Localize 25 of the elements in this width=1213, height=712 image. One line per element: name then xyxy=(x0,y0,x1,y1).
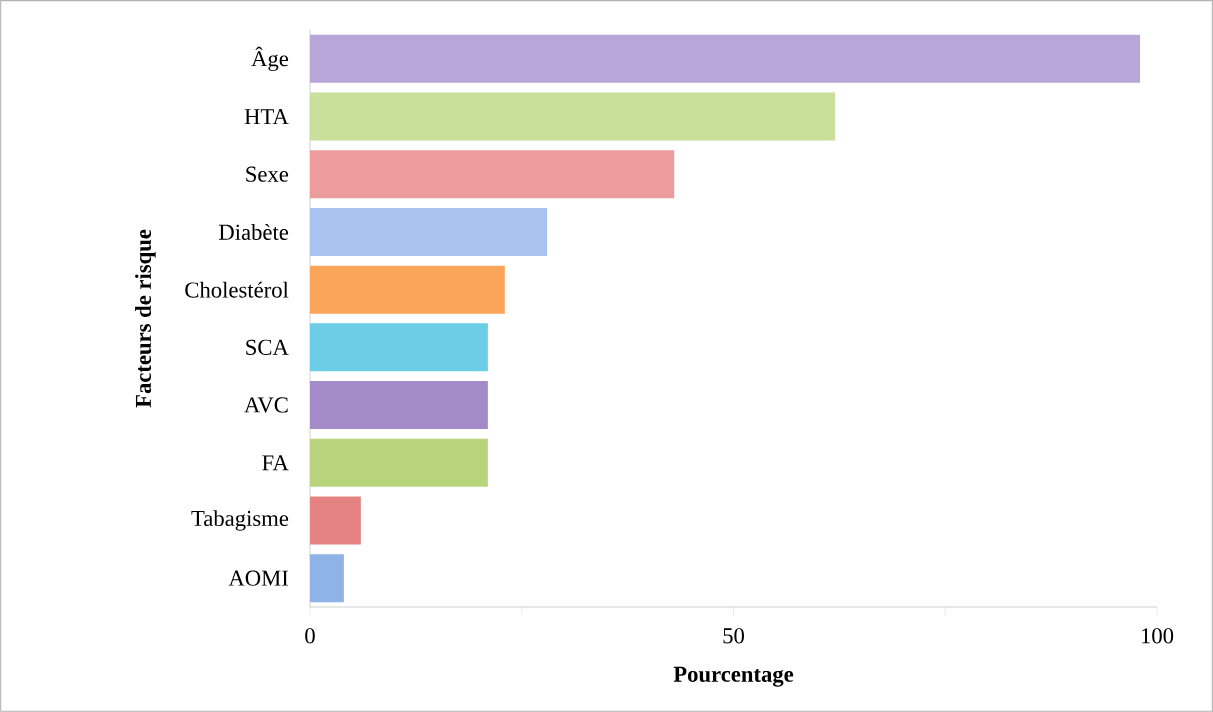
bar xyxy=(310,92,836,141)
y-tick-label: SCA xyxy=(246,339,289,355)
x-tick-label: 100 xyxy=(1141,628,1174,644)
bar xyxy=(310,34,1141,83)
y-tick-label: HTA xyxy=(244,109,289,125)
y-axis-title: Facteurs de risque xyxy=(135,229,156,408)
bar xyxy=(310,381,488,430)
y-tick-label: Tabagisme xyxy=(191,510,289,531)
x-tick-label: 0 xyxy=(305,628,315,644)
bar xyxy=(310,554,344,603)
bar xyxy=(310,496,361,545)
bar xyxy=(310,207,548,256)
y-tick-label: AOMI xyxy=(228,570,289,586)
y-tick-label: Diabète xyxy=(219,223,289,240)
y-tick-label: AVC xyxy=(244,397,288,413)
y-tick-label: Cholestérol xyxy=(185,281,289,298)
x-tick-label: 50 xyxy=(723,628,744,644)
y-tick-label: Sexe xyxy=(246,166,289,182)
x-axis-title: Pourcentage xyxy=(673,666,794,687)
y-tick-label: Âge xyxy=(251,46,289,72)
y-tick-label: FA xyxy=(262,455,289,471)
bar xyxy=(310,150,675,199)
bar xyxy=(310,265,505,314)
bar xyxy=(310,438,488,487)
bar xyxy=(310,323,488,372)
